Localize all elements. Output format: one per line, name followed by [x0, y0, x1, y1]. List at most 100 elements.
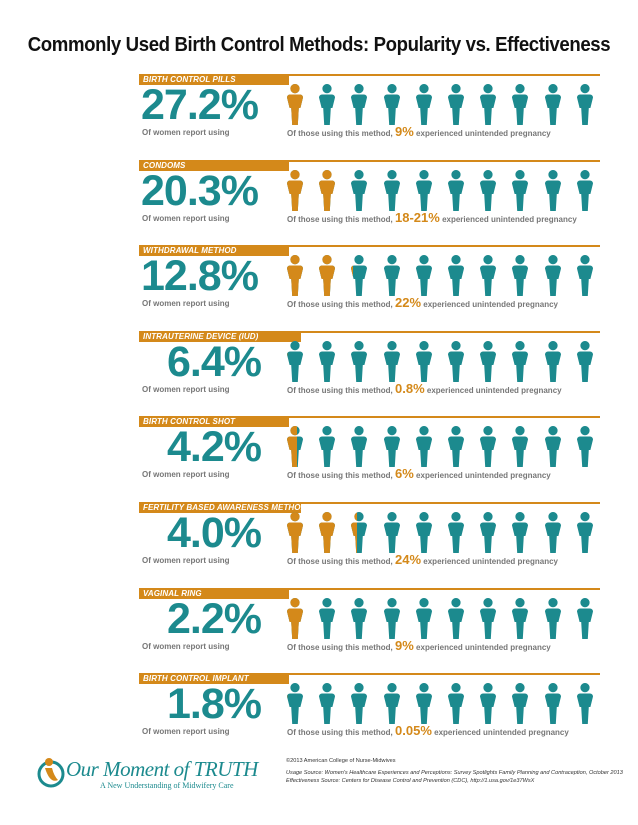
woman-figure-icon [448, 426, 464, 468]
woman-figure-icon [544, 683, 561, 725]
logo-tagline: A New Understanding of Midwifery Care [100, 781, 234, 790]
woman-figure-icon [415, 683, 432, 725]
woman-figure-icon [351, 683, 368, 725]
woman-figure-icon [351, 340, 368, 382]
woman-figure-icon [319, 597, 336, 639]
method-block: CONDOMS 20.3% Of women report using Of thos… [139, 159, 600, 242]
woman-figure-icon [287, 512, 303, 553]
pregnancy-rate: 18-21% [395, 209, 440, 225]
method-block: VAGINAL RING 2.2% Of women report using Of … [139, 587, 600, 670]
woman-figure-icon [576, 683, 593, 725]
woman-figure-icon [480, 512, 497, 553]
method-block: BIRTH CONTROL PILLS 27.2% Of women report … [139, 74, 600, 156]
woman-figure-icon [512, 340, 529, 382]
woman-figure-icon [319, 683, 336, 725]
woman-figure-icon [512, 255, 529, 297]
woman-figure-icon [544, 169, 561, 211]
caption-suffix: experienced unintended pregnancy [426, 385, 562, 395]
pregnancy-rate: 6% [395, 466, 414, 482]
pregnancy-caption: Of those using this method, 9% experienc… [287, 638, 551, 653]
woman-figure-icon [383, 512, 400, 553]
woman-figure-icon [480, 426, 497, 468]
woman-figure-icon [576, 84, 593, 125]
woman-figure-icon [287, 597, 303, 639]
woman-figure-icon [480, 683, 497, 725]
woman-figure-icon [544, 426, 561, 468]
usage-percent: 12.8% [141, 252, 259, 301]
woman-figure-icon [415, 340, 432, 382]
caption-suffix: experienced unintended pregnancy [434, 728, 569, 738]
pregnancy-rate: 22% [395, 295, 422, 311]
method-block: WITHDRAWAL METHOD 12.8% Of women report us… [139, 245, 600, 327]
pregnancy-caption: Of those using this method, 18-21% exper… [287, 210, 577, 225]
pregnancy-caption: Of those using this method, 6% experienc… [287, 466, 551, 481]
caption-prefix: Of those using this method, [287, 385, 393, 395]
figure-row [285, 84, 597, 126]
woman-figure-icon [448, 255, 464, 297]
divider-rule [139, 330, 600, 333]
caption-prefix: Of those using this method, [287, 471, 393, 481]
caption-suffix: experienced unintended pregnancy [416, 471, 551, 481]
woman-figure-icon [448, 340, 464, 382]
figure-row [285, 683, 597, 725]
woman-figure-icon [448, 597, 464, 639]
woman-figure-icon [576, 426, 593, 468]
woman-figure-icon [383, 340, 400, 382]
woman-figure-icon [544, 597, 561, 639]
divider-rule [139, 74, 600, 76]
woman-figure-icon [287, 340, 303, 382]
usage-caption: Of women report using [142, 470, 230, 480]
woman-figure-icon [415, 426, 432, 468]
woman-figure-icon [448, 683, 464, 725]
woman-figure-icon [287, 255, 303, 297]
woman-figure-icon [287, 683, 303, 725]
woman-figure-icon [448, 512, 464, 553]
figure-row [285, 426, 597, 468]
pregnancy-caption: Of those using this method, 0.8% experie… [287, 381, 562, 396]
usage-percent: 4.0% [167, 509, 262, 557]
divider-rule [139, 159, 600, 162]
woman-figure-icon [319, 255, 336, 297]
logo-name: Our Moment of TRUTH [66, 757, 258, 781]
caption-suffix: experienced unintended pregnancy [416, 642, 551, 652]
woman-figure-icon [512, 597, 529, 639]
woman-figure-icon [512, 426, 529, 468]
woman-figure-icon [383, 597, 400, 639]
pregnancy-caption: Of those using this method, 24% experien… [287, 552, 558, 567]
divider-rule [139, 587, 600, 590]
woman-figure-icon [287, 169, 303, 211]
woman-figure-icon [351, 426, 368, 468]
logo-icon [37, 758, 65, 788]
usage-caption: Of women report using [142, 384, 230, 394]
method-label: FERTILITY BASED AWARENESS METHOD [139, 502, 306, 513]
woman-figure-icon [448, 169, 464, 211]
woman-figure-icon [480, 340, 497, 382]
pregnancy-caption: Of those using this method, 9% experienc… [287, 124, 551, 139]
woman-figure-icon [512, 683, 529, 725]
woman-figure-icon [512, 512, 529, 553]
method-label: INTRAUTERINE DEVICE (IUD) [139, 330, 301, 342]
woman-figure-icon [351, 84, 368, 125]
method-block: BIRTH CONTROL IMPLANT 1.8% Of women report… [139, 673, 600, 755]
woman-figure-icon [351, 169, 368, 211]
method-block: FERTILITY BASED AWARENESS METHOD 4.0% Of w… [139, 502, 600, 584]
method-label: BIRTH CONTROL PILLS [139, 74, 289, 85]
woman-figure-icon [512, 169, 529, 211]
copyright-text: ©2013 American College of Nurse-Midwives [286, 758, 396, 764]
woman-figure-icon [544, 512, 561, 553]
woman-figure-icon [544, 84, 561, 125]
woman-figure-icon [287, 84, 303, 125]
usage-percent: 20.3% [141, 166, 259, 215]
logo: Our Moment of TRUTH A New Understanding … [36, 754, 258, 798]
pregnancy-rate: 0.8% [395, 380, 425, 396]
woman-figure-icon [576, 169, 593, 211]
pregnancy-rate: 9% [395, 637, 414, 653]
woman-figure-icon [576, 512, 593, 553]
usage-percent: 2.2% [167, 594, 262, 643]
woman-figure-icon [383, 169, 400, 211]
pregnancy-rate: 9% [395, 124, 414, 139]
woman-figure-icon [480, 169, 497, 211]
usage-caption: Of women report using [142, 299, 230, 309]
usage-caption: Of women report using [142, 556, 230, 565]
woman-figure-icon [576, 597, 593, 639]
